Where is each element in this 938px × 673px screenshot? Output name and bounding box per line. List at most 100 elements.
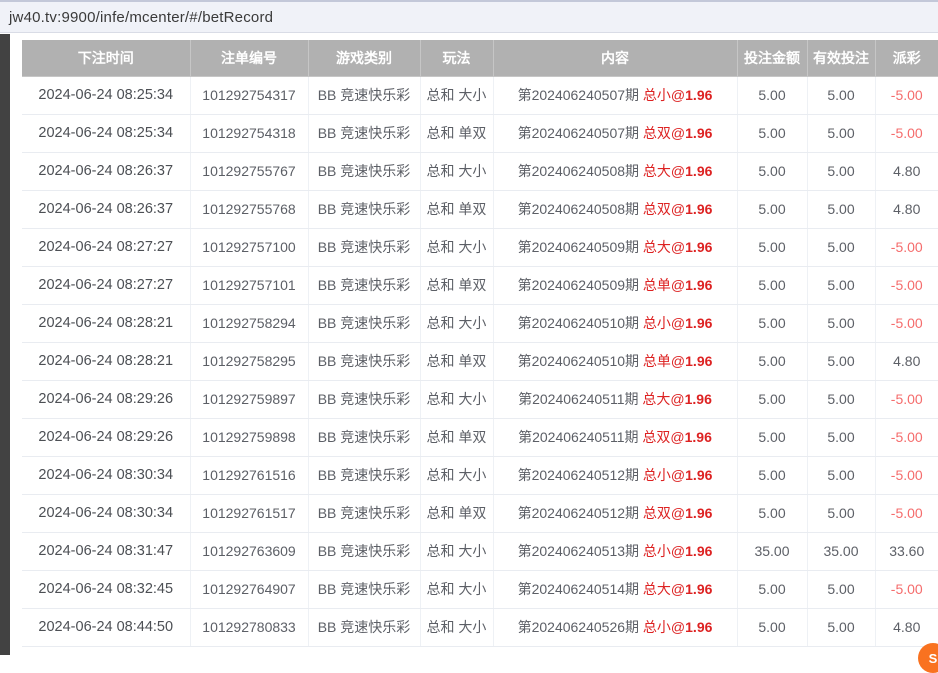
cell-valid-bet: 5.00 [807,152,875,190]
cell-bet-time: 2024-06-24 08:28:21 [22,304,190,342]
cell-order-number: 101292755768 [190,190,308,228]
content-period: 第202406240526期 [518,619,643,635]
cell-payout: -5.00 [875,228,938,266]
cell-game-category: BB 竞速快乐彩 [308,532,420,570]
content-period: 第202406240514期 [518,581,643,597]
table-row: 2024-06-24 08:27:27 101292757101 BB 竞速快乐… [22,266,938,304]
cell-valid-bet: 5.00 [807,494,875,532]
cell-bet-amount: 5.00 [737,114,807,152]
cell-payout: -5.00 [875,494,938,532]
cell-valid-bet: 5.00 [807,456,875,494]
content-bet: 总小@ [643,315,685,331]
column-header: 下注时间 [22,40,190,76]
cell-valid-bet: 5.00 [807,228,875,266]
content-odds: 1.96 [685,277,712,293]
cell-bet-time: 2024-06-24 08:29:26 [22,380,190,418]
content-period: 第202406240508期 [518,163,643,179]
cell-order-number: 101292754318 [190,114,308,152]
content-period: 第202406240512期 [518,505,643,521]
cell-bet-time: 2024-06-24 08:25:34 [22,76,190,114]
cell-bet-time: 2024-06-24 08:26:37 [22,190,190,228]
cell-bet-amount: 5.00 [737,76,807,114]
cell-play-type: 总和 大小 [420,608,493,646]
cell-bet-amount: 5.00 [737,380,807,418]
content-odds: 1.96 [685,429,712,445]
floating-service-button[interactable]: S [918,643,938,673]
content-odds: 1.96 [685,581,712,597]
content-bet: 总大@ [643,239,685,255]
column-header: 游戏类别 [308,40,420,76]
content-bet: 总大@ [643,163,685,179]
cell-content: 第202406240512期 总双@1.96 [493,494,737,532]
column-header: 投注金额 [737,40,807,76]
cell-play-type: 总和 单双 [420,342,493,380]
cell-bet-amount: 5.00 [737,494,807,532]
bet-record-table: 下注时间注单编号游戏类别玩法内容投注金额有效投注派彩 2024-06-24 08… [22,40,938,647]
content-bet: 总单@ [643,277,685,293]
cell-payout: 4.80 [875,152,938,190]
cell-bet-amount: 5.00 [737,152,807,190]
cell-order-number: 101292764907 [190,570,308,608]
content-period: 第202406240512期 [518,467,643,483]
content-bet: 总小@ [643,467,685,483]
cell-payout: -5.00 [875,570,938,608]
cell-payout: 33.60 [875,532,938,570]
content-bet: 总小@ [643,87,685,103]
cell-play-type: 总和 大小 [420,152,493,190]
cell-valid-bet: 5.00 [807,304,875,342]
cell-bet-time: 2024-06-24 08:28:21 [22,342,190,380]
cell-bet-time: 2024-06-24 08:44:50 [22,608,190,646]
cell-game-category: BB 竞速快乐彩 [308,418,420,456]
cell-bet-time: 2024-06-24 08:29:26 [22,418,190,456]
cell-valid-bet: 5.00 [807,76,875,114]
cell-order-number: 101292758294 [190,304,308,342]
cell-order-number: 101292758295 [190,342,308,380]
cell-bet-amount: 5.00 [737,608,807,646]
table-row: 2024-06-24 08:26:37 101292755767 BB 竞速快乐… [22,152,938,190]
content-bet: 总双@ [643,125,685,141]
cell-valid-bet: 5.00 [807,342,875,380]
content-bet: 总双@ [643,505,685,521]
cell-payout: 4.80 [875,190,938,228]
cell-order-number: 101292759897 [190,380,308,418]
cell-game-category: BB 竞速快乐彩 [308,570,420,608]
cell-bet-amount: 5.00 [737,418,807,456]
content-period: 第202406240511期 [518,391,642,407]
cell-content: 第202406240510期 总单@1.96 [493,342,737,380]
content-period: 第202406240509期 [518,239,643,255]
floating-service-icon: S [929,651,938,666]
left-edge-strip [0,34,10,655]
cell-game-category: BB 竞速快乐彩 [308,228,420,266]
cell-bet-time: 2024-06-24 08:27:27 [22,266,190,304]
cell-game-category: BB 竞速快乐彩 [308,304,420,342]
bet-record-table-wrap: 下注时间注单编号游戏类别玩法内容投注金额有效投注派彩 2024-06-24 08… [22,40,938,647]
cell-content: 第202406240511期 总双@1.96 [493,418,737,456]
cell-play-type: 总和 大小 [420,532,493,570]
cell-content: 第202406240508期 总双@1.96 [493,190,737,228]
content-bet: 总小@ [643,543,685,559]
content-period: 第202406240507期 [518,87,643,103]
cell-play-type: 总和 单双 [420,494,493,532]
cell-bet-time: 2024-06-24 08:30:34 [22,494,190,532]
cell-game-category: BB 竞速快乐彩 [308,190,420,228]
cell-payout: -5.00 [875,418,938,456]
cell-game-category: BB 竞速快乐彩 [308,456,420,494]
cell-order-number: 101292763609 [190,532,308,570]
cell-payout: -5.00 [875,266,938,304]
table-header: 下注时间注单编号游戏类别玩法内容投注金额有效投注派彩 [22,40,938,76]
cell-bet-amount: 5.00 [737,228,807,266]
cell-bet-time: 2024-06-24 08:32:45 [22,570,190,608]
content-period: 第202406240510期 [518,315,643,331]
content-bet: 总单@ [643,353,685,369]
cell-valid-bet: 35.00 [807,532,875,570]
address-bar-url[interactable]: jw40.tv:9900/infe/mcenter/#/betRecord [9,9,273,26]
content-odds: 1.96 [685,239,712,255]
cell-payout: 4.80 [875,342,938,380]
cell-order-number: 101292759898 [190,418,308,456]
address-bar[interactable]: jw40.tv:9900/infe/mcenter/#/betRecord [0,0,938,33]
content-period: 第202406240510期 [518,353,643,369]
column-header: 注单编号 [190,40,308,76]
table-row: 2024-06-24 08:30:34 101292761517 BB 竞速快乐… [22,494,938,532]
content-odds: 1.96 [685,353,712,369]
cell-play-type: 总和 单双 [420,266,493,304]
